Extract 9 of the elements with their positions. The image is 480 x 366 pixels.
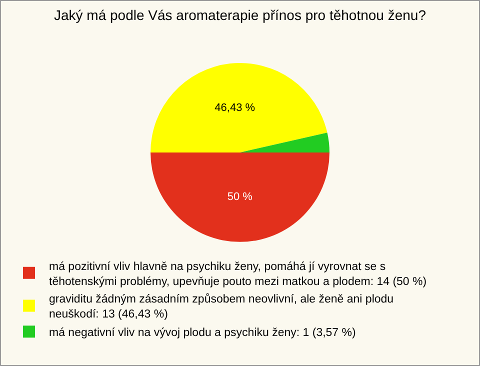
pie-slice (150, 152, 330, 242)
pie-slice (240, 132, 330, 152)
legend-label: má negativní vliv na vývoj plodu a psychiku ženy: 1 (3,57 %) (49, 327, 356, 340)
legend-label: graviditu žádným zásadním způsobem neovlivní, ale ženě ani plodu neuškodí: 13 (46,43 %) (49, 292, 394, 321)
pie-slice (150, 63, 328, 152)
data-label: 50 % (227, 191, 253, 204)
chart-title: Jaký má podle Vás aromaterapie přínos pro těhotnou ženu? (54, 6, 426, 23)
legend-label: má pozitivní vliv hlavně na psychiku ženy, pomáhá jí vyrovnat se s těhotenskými problémy, upevňuje pouto mezi matkou a plodem: 14 (50 %) (49, 260, 427, 288)
data-label: 46,43 % (214, 102, 256, 114)
